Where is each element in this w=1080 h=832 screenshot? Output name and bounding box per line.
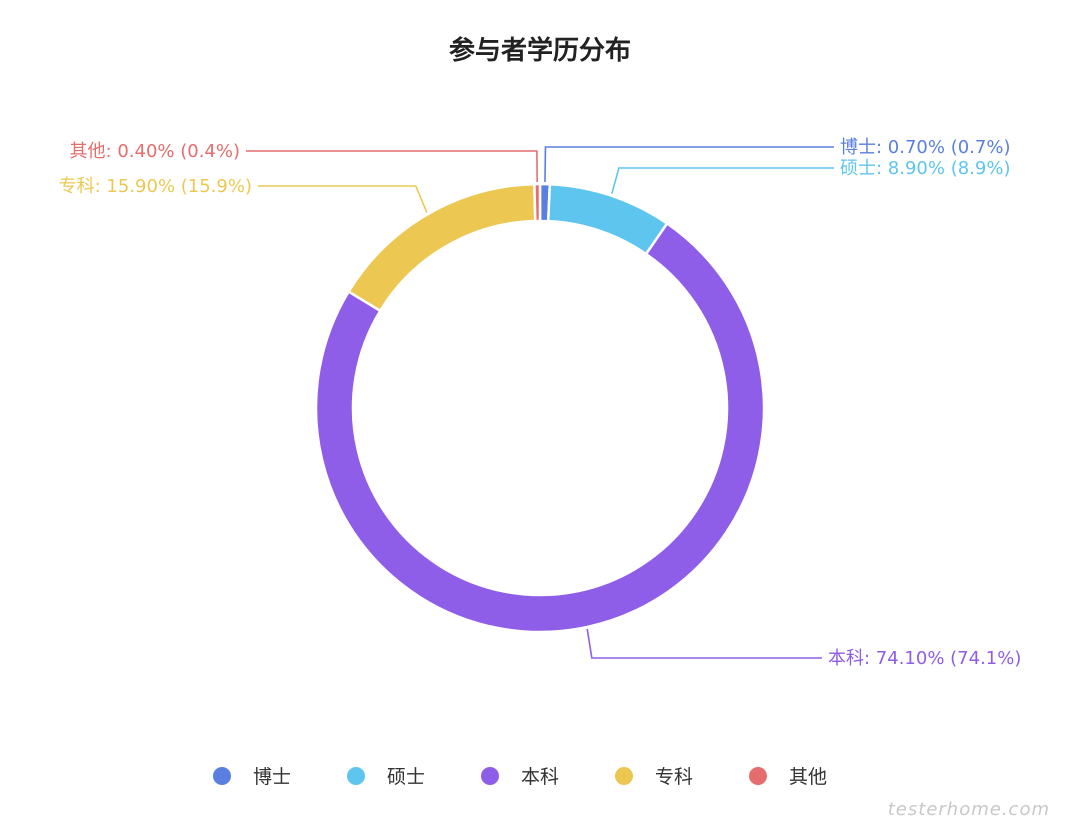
leader-line-1: [544, 146, 834, 183]
legend-label: 专科: [655, 766, 693, 788]
slice-3[interactable]: [314, 221, 766, 634]
legend-item-3[interactable]: 本科: [481, 766, 559, 788]
legend-item-1[interactable]: 博士: [213, 766, 291, 788]
legend-label: 硕士: [387, 766, 425, 788]
slice-labels: 博士: 0.70% (0.7%)硕士: 8.90% (8.9%) 本科: 74.1…: [59, 137, 1022, 669]
legend-label: 本科: [521, 766, 559, 788]
watermark: testerhome.com: [888, 799, 1050, 820]
slice-label-2: 硕士: 8.90% (8.9%): [840, 158, 1010, 179]
legend-item-5[interactable]: 其他: [749, 766, 827, 788]
slice-label-1: 博士: 0.70% (0.7%): [840, 137, 1010, 158]
chart-title: 参与者学历分布: [449, 35, 631, 66]
legend-marker: [347, 767, 365, 785]
slice-2[interactable]: [546, 182, 669, 256]
leader-line-2: [611, 167, 834, 194]
legend-label: 其他: [789, 766, 827, 788]
legend-item-4[interactable]: 专科: [615, 766, 693, 788]
slice-label-4: 专科: 15.90% (15.9%): [59, 176, 252, 197]
legend-item-2[interactable]: 硕士: [347, 766, 425, 788]
legend-marker: [615, 767, 633, 785]
leader-line-5: [246, 150, 538, 183]
label-leader-lines: [246, 146, 834, 659]
legend: 博士 硕士 本科 专科 其他: [213, 766, 827, 788]
leader-line-4: [258, 185, 428, 213]
slice-label-3: 本科: 74.10% (74.1%): [828, 648, 1021, 669]
donut-slices: [314, 182, 766, 634]
legend-marker: [481, 767, 499, 785]
slice-4[interactable]: [346, 182, 537, 313]
legend-marker: [213, 767, 231, 785]
slice-label-5: 其他: 0.40% (0.4%): [70, 141, 240, 162]
leader-line-3: [586, 628, 822, 659]
slice-5[interactable]: [533, 182, 542, 223]
legend-marker: [749, 767, 767, 785]
legend-label: 博士: [253, 766, 291, 788]
